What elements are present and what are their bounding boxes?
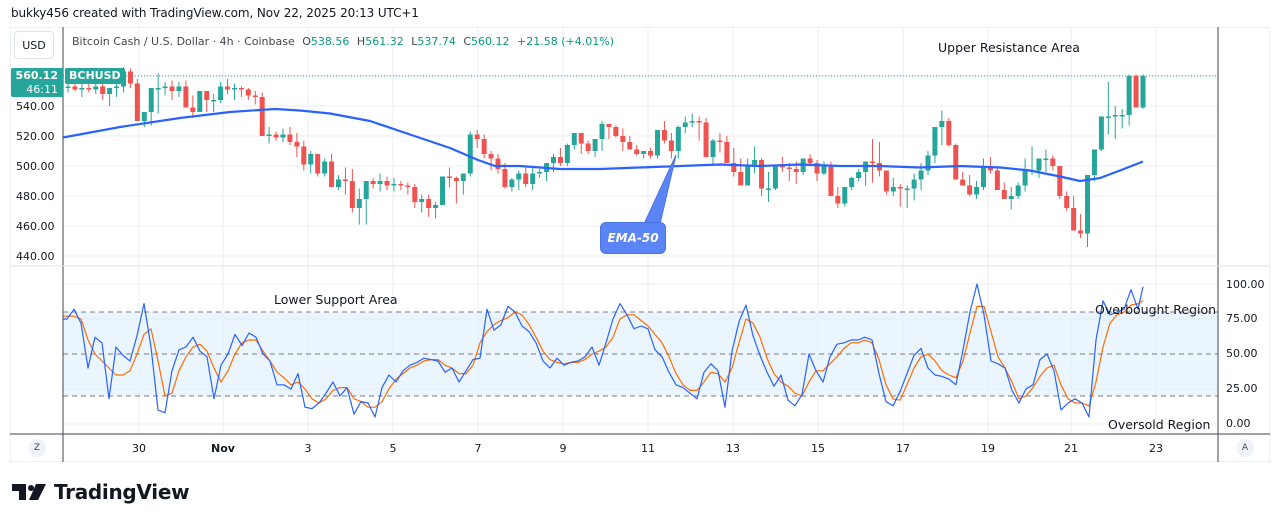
time-axis-label: 23 xyxy=(1149,442,1163,455)
tradingview-logo[interactable]: TradingView xyxy=(12,480,190,504)
time-axis-label: 3 xyxy=(304,442,312,455)
time-axis-label: 9 xyxy=(559,442,567,455)
lower-support-label: Lower Support Area xyxy=(274,292,398,307)
price-candles xyxy=(65,67,1146,247)
price-axis-label: 540.00 xyxy=(16,100,55,113)
symbol-legend: Bitcoin Cash / U.S. Dollar · 4h · Coinba… xyxy=(72,35,614,48)
stoch-axis-label: 25.00 xyxy=(1226,382,1258,395)
close-value: 560.12 xyxy=(471,35,510,48)
last-price-tag: 560.12 46:11 xyxy=(11,68,63,97)
time-axis-label: 5 xyxy=(389,442,397,455)
tradingview-wordmark: TradingView xyxy=(54,480,190,504)
stoch-axis-label: 0.00 xyxy=(1226,417,1251,430)
stoch-axis-label: 75.00 xyxy=(1226,312,1258,325)
stoch-axis-label: 50.00 xyxy=(1226,347,1258,360)
tradingview-logo-icon xyxy=(12,484,46,500)
price-axis-label: 520.00 xyxy=(16,130,55,143)
last-price: 560.12 xyxy=(15,69,58,82)
symbol-tag: BCHUSD xyxy=(65,68,125,84)
price-axis-label: 440.00 xyxy=(16,250,55,263)
zoom-reset-button[interactable]: Z xyxy=(28,439,46,457)
open-key: O xyxy=(302,35,311,48)
price-axis-label: 460.00 xyxy=(16,220,55,233)
low-key: L xyxy=(411,35,418,48)
price-axis-label: 480.00 xyxy=(16,190,55,203)
chart-frame xyxy=(10,27,1270,462)
upper-resistance-label: Upper Resistance Area xyxy=(938,40,1080,55)
open-value: 538.56 xyxy=(310,35,350,48)
ema-callout-pointer xyxy=(643,154,677,225)
auto-scale-button[interactable]: A xyxy=(1236,439,1254,457)
time-axis-label: Nov xyxy=(211,442,235,455)
chart-credit: bukky456 created with TradingView.com, N… xyxy=(11,6,419,20)
time-axis-label: 7 xyxy=(474,442,482,455)
time-axis-label: 17 xyxy=(896,442,910,455)
stoch-axis-label: 100.00 xyxy=(1226,278,1265,291)
overbought-label: Overbought Region xyxy=(1095,302,1217,317)
oversold-label: Oversold Region xyxy=(1108,417,1211,432)
price-axis-label: 500.00 xyxy=(16,160,55,173)
time-axis-label: 11 xyxy=(641,442,655,455)
ema-50-line xyxy=(62,107,1144,183)
time-axis-label: 13 xyxy=(726,442,740,455)
high-value: 561.32 xyxy=(365,35,404,48)
bar-countdown: 46:11 xyxy=(26,83,58,96)
time-axis-label: 21 xyxy=(1064,442,1078,455)
symbol-description: Bitcoin Cash / U.S. Dollar · 4h · Coinba… xyxy=(72,35,295,48)
time-axis-label: 19 xyxy=(981,442,995,455)
axis-lines xyxy=(10,27,1270,462)
currency-button[interactable]: USD xyxy=(14,31,54,59)
low-value: 537.74 xyxy=(417,35,456,48)
close-key: C xyxy=(463,35,472,48)
change-value: +21.58 (+4.01%) xyxy=(517,35,614,48)
time-axis-label: 30 xyxy=(132,442,146,455)
stoch-lines xyxy=(63,283,1144,418)
high-key: H xyxy=(356,35,366,48)
ema-50-callout: EMA-50 xyxy=(600,222,666,254)
stoch-band xyxy=(63,311,1218,397)
time-axis-label: 15 xyxy=(811,442,825,455)
